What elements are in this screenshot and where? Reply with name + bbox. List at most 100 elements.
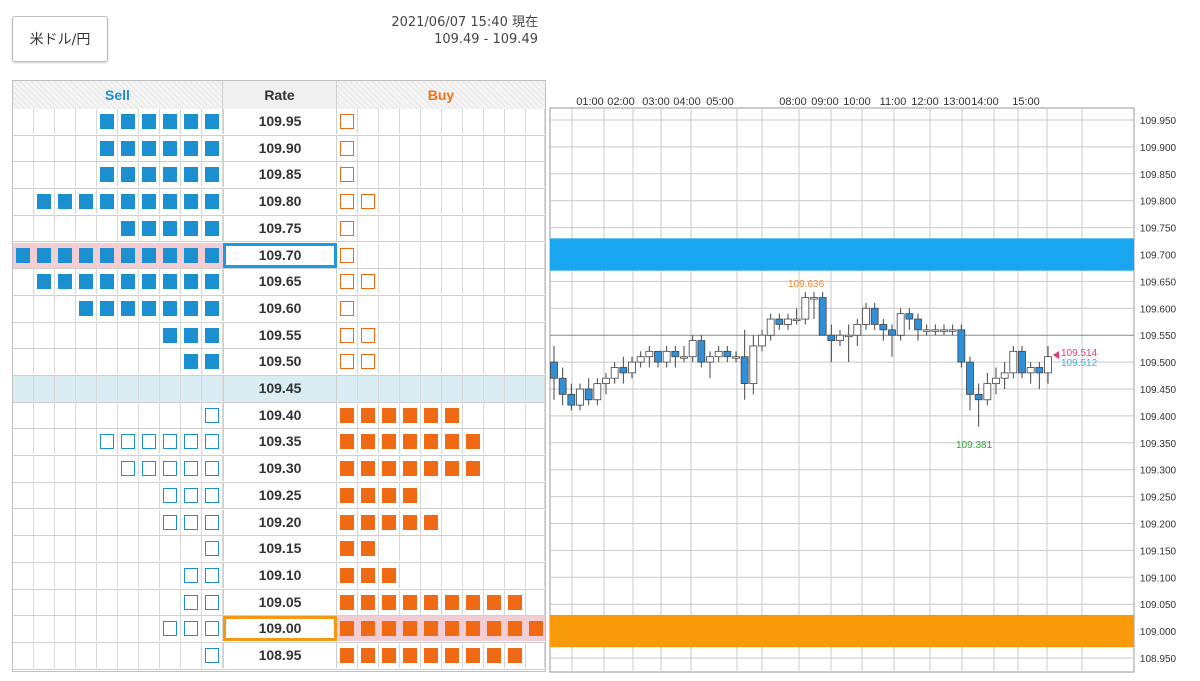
rate-cell[interactable]: 109.15: [223, 536, 337, 562]
rate-cell[interactable]: 109.75: [223, 215, 337, 241]
rate-cell[interactable]: 109.80: [223, 189, 337, 215]
grid-cell: [34, 376, 55, 401]
grid-cell: [76, 402, 97, 428]
sell-order-block: [79, 274, 93, 290]
grid-cell: [160, 402, 181, 428]
grid-cell: [526, 109, 545, 134]
grid-cell: [55, 616, 76, 642]
rate-cell[interactable]: 109.45: [223, 376, 337, 401]
buy-order-block: [340, 541, 354, 557]
grid-cell: [13, 269, 34, 295]
grid-cell: [526, 402, 545, 428]
sell-order-block: [58, 194, 72, 210]
grid-cell: [97, 109, 118, 134]
grid-cell: [34, 215, 55, 241]
grid-cell: [337, 349, 358, 375]
grid-cell: [358, 269, 379, 295]
grid-cell: [505, 349, 526, 375]
buy-order-block: [403, 648, 417, 663]
sell-order-block: [205, 407, 219, 423]
grid-cell: [160, 162, 181, 188]
buy-order-block: [445, 648, 459, 663]
rate-cell[interactable]: 109.95: [223, 109, 337, 134]
grid-cell: [34, 536, 55, 562]
buy-order-block: [382, 461, 396, 477]
rate-cell[interactable]: 109.50: [223, 349, 337, 375]
rate-cell[interactable]: 109.55: [223, 322, 337, 348]
grid-cell: [337, 215, 358, 241]
grid-cell: [97, 643, 118, 668]
rate-cell[interactable]: 109.25: [223, 482, 337, 508]
sell-order-block: [142, 194, 156, 210]
rate-cell[interactable]: 109.20: [223, 509, 337, 535]
rate-cell[interactable]: 109.30: [223, 456, 337, 482]
grid-cell: [442, 589, 463, 615]
grid-cell: [160, 349, 181, 375]
grid-cell: [337, 295, 358, 321]
grid-cell: [160, 109, 181, 134]
grid-cell: [139, 643, 160, 668]
grid-cell: [160, 509, 181, 535]
sell-order-block: [142, 167, 156, 183]
sell-order-block: [205, 167, 219, 183]
order-row: 109.60: [13, 295, 545, 323]
price-axis-label: 109.900: [1140, 143, 1177, 154]
rate-cell[interactable]: 109.85: [223, 162, 337, 188]
grid-cell: [55, 482, 76, 508]
grid-cell: [400, 242, 421, 268]
rate-cell[interactable]: 109.60: [223, 295, 337, 321]
rate-cell[interactable]: 109.70: [223, 242, 337, 268]
rate-cell[interactable]: 109.65: [223, 269, 337, 295]
buy-order-block: [361, 594, 375, 610]
grid-cell: [442, 562, 463, 588]
grid-cell: [463, 269, 484, 295]
grid-cell: [442, 215, 463, 241]
grid-cell: [526, 242, 545, 268]
rate-cell[interactable]: 109.90: [223, 135, 337, 161]
sell-order-block: [100, 434, 114, 450]
rate-cell[interactable]: 109.10: [223, 562, 337, 588]
sell-order-block: [121, 274, 135, 290]
candle-body: [948, 329, 957, 332]
sell-order-block: [58, 274, 72, 290]
grid-cell: [421, 162, 442, 188]
grid-cell: [526, 429, 545, 455]
rate-cell[interactable]: 108.95: [223, 643, 337, 668]
grid-cell: [139, 509, 160, 535]
grid-cell: [76, 295, 97, 321]
sell-order-block: [205, 434, 219, 450]
sell-order-block: [142, 274, 156, 290]
sell-order-block: [205, 354, 219, 370]
grid-cell: [160, 189, 181, 215]
grid-cell: [484, 589, 505, 615]
grid-cell: [337, 269, 358, 295]
grid-cell: [13, 349, 34, 375]
candle-body: [749, 345, 758, 385]
grid-cell: [400, 322, 421, 348]
rate-cell[interactable]: 109.05: [223, 589, 337, 615]
time-axis-label: 13:00: [943, 96, 971, 108]
currency-pair-button[interactable]: 米ドル/円: [12, 16, 108, 62]
grid-cell: [202, 429, 223, 455]
rate-cell[interactable]: 109.35: [223, 429, 337, 455]
rate-cell[interactable]: 109.40: [223, 402, 337, 428]
grid-cell: [337, 242, 358, 268]
grid-cell: [160, 429, 181, 455]
grid-cell: [505, 109, 526, 134]
grid-cell: [55, 322, 76, 348]
buy-order-block: [382, 567, 396, 583]
grid-cell: [358, 376, 379, 401]
buy-order-block: [424, 594, 438, 610]
buy-order-block: [340, 300, 354, 316]
grid-cell: [76, 509, 97, 535]
buy-order-block: [424, 514, 438, 530]
rate-cell[interactable]: 109.00: [223, 616, 337, 642]
grid-cell: [526, 509, 545, 535]
grid-cell: [139, 269, 160, 295]
grid-cell: [160, 643, 181, 668]
sell-order-block: [142, 140, 156, 156]
grid-cell: [358, 643, 379, 668]
grid-cell: [55, 109, 76, 134]
grid-cell: [181, 269, 202, 295]
order-row: 109.80: [13, 189, 545, 216]
